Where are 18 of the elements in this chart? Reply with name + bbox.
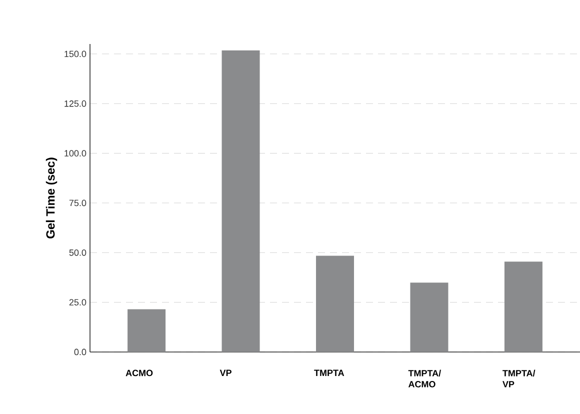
bar (316, 256, 354, 352)
x-tick-label: TMPTA/ ACMO (408, 370, 441, 388)
y-axis-title: Gel Time (sec) (46, 158, 58, 238)
x-tick-label: TMPTA (314, 370, 344, 376)
x-tick-label: VP (220, 370, 232, 376)
y-tick-label: 125.0 (64, 100, 86, 107)
y-tick-label: 0.0 (74, 348, 86, 356)
y-tick-label: 75.0 (69, 200, 86, 206)
y-tick-label: 100.0 (64, 150, 86, 156)
y-tick-label: 150.0 (64, 50, 86, 58)
y-tick-label: 25.0 (69, 299, 86, 306)
bar (128, 309, 166, 352)
x-tick-label: ACMO (126, 370, 153, 376)
bar (504, 262, 542, 352)
x-tick-label: TMPTA/ VP (502, 370, 536, 388)
bar (410, 282, 448, 352)
y-tick-label: 50.0 (69, 249, 86, 256)
bar (222, 50, 260, 352)
